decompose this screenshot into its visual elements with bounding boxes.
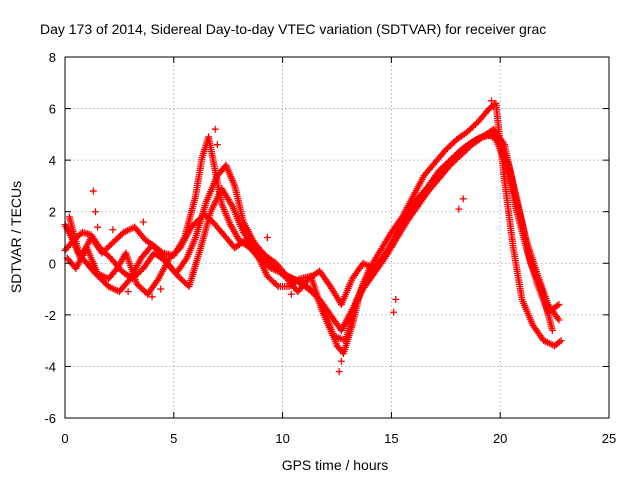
data-point — [337, 357, 345, 365]
data-point — [263, 234, 271, 241]
x-axis-label: GPS time / hours — [282, 457, 389, 473]
x-tick-label: 10 — [275, 431, 289, 446]
tick-layer: 0 5 10 15 20 25 -6 -4 -2 0 2 4 6 8 — [44, 50, 616, 446]
y-tick-label: -6 — [44, 411, 56, 426]
data-marks — [61, 97, 565, 376]
data-point — [157, 285, 165, 293]
data-point — [455, 205, 463, 213]
x-tick-label: 0 — [61, 431, 68, 446]
data-point — [148, 293, 156, 301]
y-tick-label: 4 — [49, 153, 56, 168]
data-point — [273, 281, 281, 289]
x-tick-label: 15 — [384, 431, 398, 446]
y-tick-label: -4 — [44, 359, 56, 374]
data-point — [557, 337, 565, 345]
data-point — [109, 226, 117, 234]
y-tick-label: 6 — [49, 102, 56, 117]
data-point — [287, 290, 295, 298]
data-point — [459, 195, 467, 203]
data-point — [390, 308, 398, 316]
x-tick-label: 5 — [170, 431, 177, 446]
y-tick-label: -2 — [44, 308, 56, 323]
y-tick-label: 8 — [49, 50, 56, 65]
x-tick-label: 25 — [602, 431, 616, 446]
data-point — [392, 295, 400, 303]
data-point — [251, 247, 259, 255]
y-tick-label: 2 — [49, 205, 56, 220]
data-point — [294, 276, 302, 284]
y-tick-label: 0 — [49, 256, 56, 271]
data-point — [335, 368, 343, 376]
data-point — [89, 187, 97, 195]
y-axis-label: SDTVAR / TECUs — [8, 181, 24, 293]
data-point — [213, 141, 221, 149]
data-point — [548, 326, 556, 334]
data-point — [555, 316, 563, 324]
x-tick-label: 20 — [493, 431, 507, 446]
data-point — [94, 223, 102, 231]
data-point — [490, 102, 498, 110]
chart-title: Day 173 of 2014, Sidereal Day-to-day VTE… — [40, 21, 546, 37]
data-point — [487, 97, 495, 105]
data-point — [555, 301, 563, 309]
data-point — [553, 302, 561, 310]
data-point — [211, 125, 219, 133]
data-point — [555, 338, 563, 346]
data-point — [139, 218, 147, 226]
plot-frame — [64, 56, 610, 419]
data-point — [124, 288, 132, 296]
data-point — [91, 208, 99, 216]
